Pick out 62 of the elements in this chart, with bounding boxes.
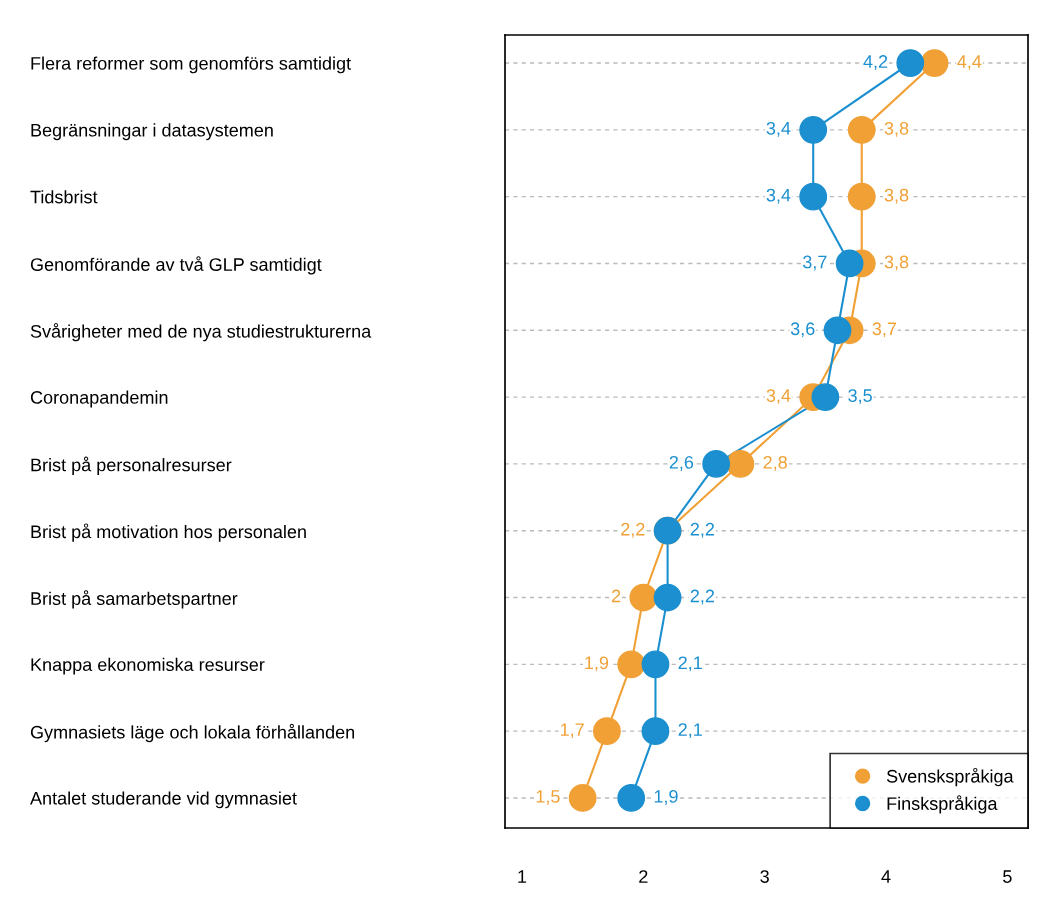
point [799,182,828,211]
data-label: 3,8 [884,121,909,137]
y-tick-label: Tidsbrist [30,190,98,204]
legend-label: Svenskspråkiga [886,767,1014,787]
point [726,450,755,478]
data-label: 1,9 [654,790,678,805]
y-tick-label: Svårigheter med de nya studiestrukturerna [30,323,372,342]
data-label: 3,8 [884,255,909,271]
data-label: 3,4 [766,389,791,405]
point [641,650,670,679]
data-label: 2,1 [678,656,702,672]
point [629,583,658,612]
y-tick-label: Antalet studerande vid gymnasiet [30,791,297,809]
data-label: 2 [611,589,621,603]
y-tick-label: Knappa ekonomiska resurser [31,657,265,675]
x-tick-label: 3 [760,870,769,883]
y-tick-label: Genomförande av två GLP samtidigt [30,256,322,275]
data-label: 1,9 [585,656,609,672]
data-label: 2,8 [763,455,787,471]
x-tick-label: 1 [518,870,527,883]
point [617,784,646,812]
data-label: 3,8 [884,188,909,204]
point [593,717,621,746]
data-label: 3,7 [872,322,897,338]
point [920,49,949,77]
y-tick-label: Begränsningar i datasystemen [31,123,273,141]
x-tick-label: 2 [639,870,648,883]
data-label: 2,6 [669,455,694,471]
point [702,450,731,478]
point [847,182,876,211]
y-tick-label: Brist på samarbetspartner [31,590,238,609]
point [823,316,852,345]
point [641,717,670,746]
point [847,115,876,144]
point [896,49,925,77]
y-tick-label: Brist på personalresurser [31,456,232,475]
data-label: 2,2 [621,522,645,538]
y-tick-label: Gymnasiets läge och lokala förhållanden [30,723,355,743]
y-tick-label: Flera reformer som genomförs samtidigt [31,56,351,74]
data-label: 2,2 [690,522,715,538]
point [568,784,597,812]
point [835,249,864,278]
data-label: 2,2 [690,589,715,605]
y-tick-label: Brist på motivation hos personalen [31,523,306,542]
y-tick-label: Coronapandemin [30,390,168,408]
point [799,115,828,144]
data-label: 4,4 [957,55,982,71]
data-label: 3,6 [790,322,815,338]
data-label: 3,4 [766,121,791,137]
data-label: 4,2 [863,55,888,71]
point [617,650,646,679]
x-tick-label: 5 [1003,870,1012,883]
data-label: 1,7 [560,723,584,739]
data-label: 1,5 [536,790,560,805]
x-tick-label: 4 [881,870,891,883]
point [653,583,682,612]
legend-label: Finskspråkiga [887,795,998,814]
data-label: 3,7 [802,255,827,271]
data-label: 3,5 [848,389,872,405]
point [811,383,840,411]
data-label: 2,1 [678,723,702,739]
data-label: 3,4 [766,188,791,204]
